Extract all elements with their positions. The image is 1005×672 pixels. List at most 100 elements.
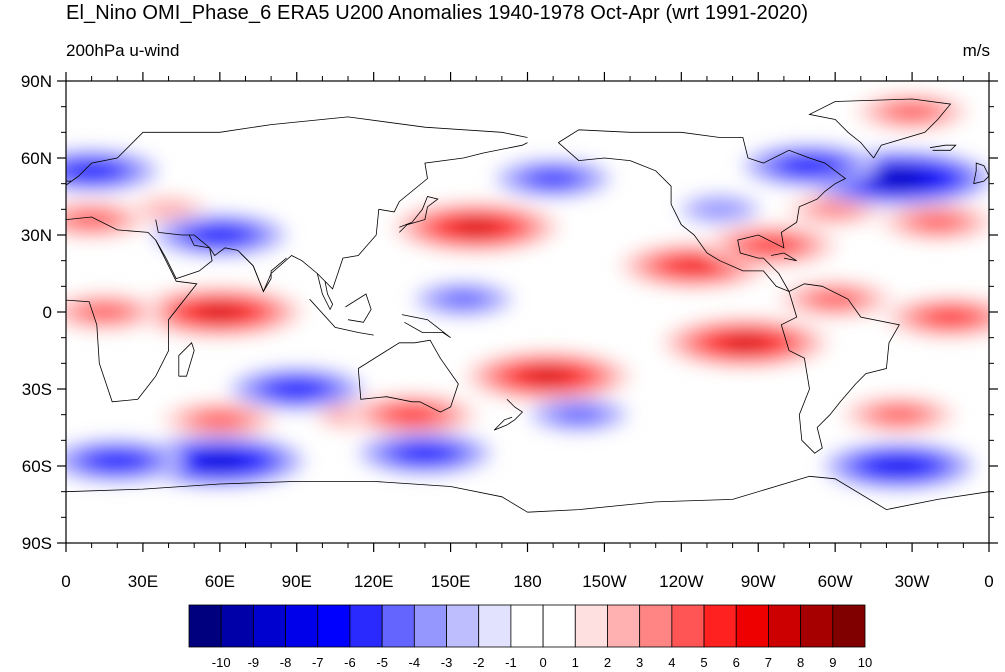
colorbar-label: 5	[700, 655, 707, 670]
anomaly-blob	[742, 144, 877, 187]
anomaly-blob	[152, 214, 287, 256]
colorbar-box	[413, 604, 447, 648]
lat-tick-label: 30N	[21, 226, 52, 245]
colorbar-box	[800, 604, 834, 648]
lon-tick-label: 30W	[895, 572, 930, 591]
colorbar-label: -8	[280, 655, 292, 670]
lon-tick-label: 90W	[741, 572, 776, 591]
colorbar-box	[671, 604, 705, 648]
anomaly-contour	[557, 407, 601, 423]
colorbar-label: -5	[376, 655, 388, 670]
lon-tick-label: 150W	[582, 572, 626, 591]
coastline	[155, 234, 213, 280]
colorbar-label: -10	[212, 655, 231, 670]
anomaly-blob	[704, 224, 839, 267]
colorbar-label: -3	[441, 655, 453, 670]
lat-tick-label: 60S	[22, 457, 52, 476]
coastline	[178, 342, 195, 377]
anomaly-contour	[813, 201, 857, 217]
coastline	[527, 475, 989, 513]
anomaly-contour	[98, 454, 137, 467]
colorbar-box	[381, 604, 415, 648]
coastline	[316, 273, 334, 311]
coastlines	[66, 98, 989, 513]
lon-tick-label: 120E	[354, 572, 394, 591]
lon-tick-label: 180	[513, 572, 541, 591]
colorbar-box	[574, 604, 608, 648]
coastline	[401, 314, 451, 339]
coastline	[771, 252, 797, 262]
anomaly-contour	[917, 215, 958, 229]
lat-tick-label: 30S	[22, 380, 52, 399]
colorbar-box	[188, 604, 222, 648]
lat-tick-label: 90S	[22, 534, 52, 553]
lon-tick-label: 60W	[818, 572, 853, 591]
anomaly-blob	[879, 203, 989, 241]
coastline	[309, 298, 374, 336]
anomaly-blob	[66, 293, 163, 331]
coastline	[357, 339, 459, 413]
colorbar-box	[285, 604, 319, 648]
anomaly-blob	[134, 435, 305, 487]
coastline	[66, 216, 198, 403]
lon-tick-label: 60E	[205, 572, 235, 591]
anomaly-contour	[891, 105, 933, 119]
anomaly-field	[66, 93, 989, 490]
colorbar-box	[542, 604, 576, 648]
coastline	[345, 293, 372, 323]
anomaly-contour	[931, 311, 970, 324]
coastline	[399, 196, 439, 233]
anomaly-contour	[751, 239, 791, 252]
anomaly-contour	[72, 164, 111, 177]
anomaly-blob	[823, 442, 976, 490]
colorbar-label: 6	[733, 655, 740, 670]
colorbar-label: 9	[829, 655, 836, 670]
lon-tick-label: 150E	[431, 572, 471, 591]
coastline	[493, 399, 524, 431]
anomaly-contour	[71, 213, 112, 227]
colorbar-label: 2	[604, 655, 611, 670]
colorbar-label: -2	[473, 655, 485, 670]
colorbar-box	[510, 604, 544, 648]
anomaly-blob	[854, 93, 971, 131]
anomaly-contour	[530, 370, 566, 382]
lat-tick-label: 60N	[21, 149, 52, 168]
colorbar-box	[252, 604, 286, 648]
anomaly-contour	[143, 200, 194, 219]
coastline	[66, 481, 528, 513]
anomaly-contour	[84, 305, 125, 319]
anomaly-blob	[679, 194, 760, 224]
colorbar-label: 10	[858, 655, 872, 670]
axis-ticks: 90N 60N 30N 0 30S 60S 90S 0 30E 60E 90E 120E 150E 180…	[21, 72, 998, 591]
coastline	[558, 129, 847, 293]
anomaly-contour	[881, 173, 917, 184]
anomaly-blob	[66, 439, 185, 482]
anomaly-contour	[277, 383, 316, 395]
anomaly-blob	[777, 280, 894, 318]
colorbar-label: 3	[636, 655, 643, 670]
anomaly-contour	[675, 260, 713, 272]
lon-tick-label: 0	[984, 572, 993, 591]
anomaly-contour	[441, 291, 486, 307]
lat-tick-label: 90N	[21, 72, 52, 91]
anomaly-contour	[814, 292, 856, 306]
colorbar-label: -4	[409, 655, 421, 670]
anomaly-blob	[66, 149, 159, 192]
colorbar-box	[220, 604, 254, 648]
colorbar-box	[349, 604, 383, 648]
colorbar: -10 -9 -8 -7 -6 -5 -4 -3 -2 -1 0 1 2 3 4 5 6 7 8 9 10	[188, 604, 872, 670]
variable-label: 200hPa u-wind	[66, 41, 180, 60]
anomaly-contour	[201, 455, 238, 467]
anomaly-contour	[695, 200, 745, 219]
anomaly-blob	[463, 350, 634, 402]
anomaly-blob	[841, 395, 958, 434]
colorbar-box	[832, 604, 866, 648]
anomaly-blob	[529, 398, 628, 432]
anomaly-blob	[345, 393, 480, 436]
anomaly-contour	[405, 447, 445, 460]
colorbar-label: -1	[505, 655, 517, 670]
colorbar-label: 7	[765, 655, 772, 670]
anomaly-contour	[879, 408, 920, 422]
anomaly-blob	[883, 296, 989, 339]
